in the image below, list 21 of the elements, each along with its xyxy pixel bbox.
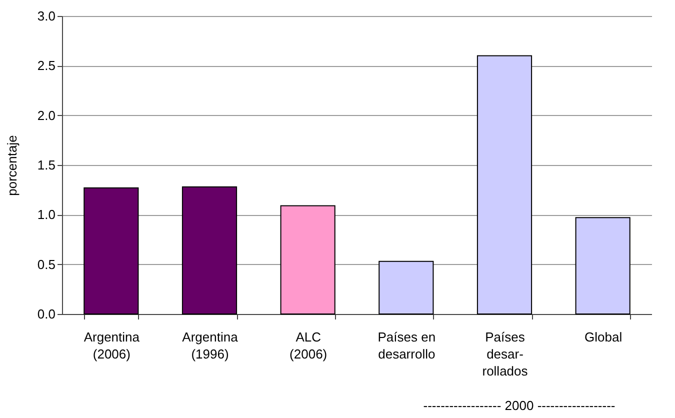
y-tick-label: 1.5 xyxy=(37,158,56,172)
x-tick-label: Argentina (2006) xyxy=(84,330,140,362)
y-tick-label: 0.5 xyxy=(37,256,56,272)
bar xyxy=(182,186,238,314)
y-tick-label: 0.0 xyxy=(37,306,56,322)
bar xyxy=(575,217,630,314)
bar xyxy=(476,55,532,314)
y-axis-title: porcentaje xyxy=(4,135,20,196)
bar xyxy=(84,187,139,314)
x-tick-label: ALC (2006) xyxy=(290,330,328,362)
y-tick-label: 2.0 xyxy=(37,108,56,123)
bar xyxy=(378,260,434,314)
x-tick-label: Países desar- rollados xyxy=(482,330,528,378)
x-tick-label: Argentina (1996) xyxy=(182,330,239,362)
y-tick-label: 3.0 xyxy=(37,8,56,24)
x-tick-label: Global xyxy=(584,330,622,344)
bar xyxy=(280,205,336,314)
y-tick-label: 2.5 xyxy=(37,58,56,74)
x-tick-label: Países en desarrollo xyxy=(378,330,436,362)
y-tick-label: 1.0 xyxy=(37,207,56,222)
text: ------------------ 2000 ------------------ xyxy=(423,398,616,413)
